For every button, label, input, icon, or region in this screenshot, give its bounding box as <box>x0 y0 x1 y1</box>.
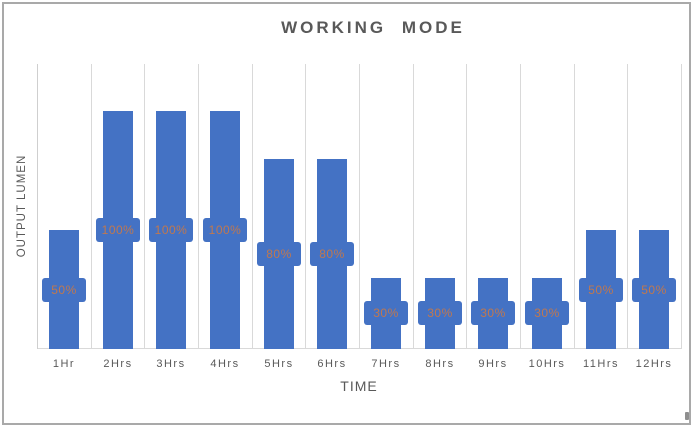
x-tick-label: 10Hrs <box>528 358 566 370</box>
chart-title: WORKING MODE <box>281 18 465 37</box>
bar-data-label: 50% <box>632 278 676 302</box>
y-axis-line <box>37 64 38 349</box>
y-axis-title: OUTPUT LUMEN <box>16 154 28 258</box>
x-tick-label: 9Hrs <box>478 358 508 370</box>
bar-data-label: 50% <box>579 278 623 302</box>
x-tick-label: 2Hrs <box>103 358 133 370</box>
x-tick-label: 3Hrs <box>156 358 186 370</box>
bar-data-label: 100% <box>149 218 193 242</box>
gridline <box>198 64 199 349</box>
resize-handle-artifact <box>685 412 689 420</box>
gridline <box>91 64 92 349</box>
bar-data-label: 100% <box>96 218 140 242</box>
x-tick-label: 8Hrs <box>425 358 455 370</box>
bar-data-label: 30% <box>471 301 515 325</box>
bar-data-label: 80% <box>310 242 354 266</box>
gridline <box>413 64 414 349</box>
gridline <box>574 64 575 349</box>
bar-data-label: 100% <box>203 218 247 242</box>
gridline <box>627 64 628 349</box>
plot-area: 50% 100% 100% 100% 80% 80% 30% 30% 30% 30% 50% 50% <box>37 64 682 349</box>
x-tick-label: 5Hrs <box>264 358 294 370</box>
gridline <box>305 64 306 349</box>
gridline <box>466 64 467 349</box>
bar-data-label: 30% <box>418 301 462 325</box>
x-tick-label: 1Hr <box>52 358 76 370</box>
bar-data-label: 30% <box>364 301 408 325</box>
x-tick-label: 7Hrs <box>371 358 401 370</box>
gridline <box>681 64 682 349</box>
bar-data-label: 50% <box>42 278 86 302</box>
x-tick-label: 6Hrs <box>317 358 347 370</box>
x-axis-title: TIME <box>340 378 378 394</box>
gridline <box>144 64 145 349</box>
bar-data-label: 80% <box>257 242 301 266</box>
gridline <box>359 64 360 349</box>
x-axis-tick-labels: 1Hr 2Hrs 3Hrs 4Hrs 5Hrs 6Hrs 7Hrs 8Hrs 9Hrs 10Hrs… <box>37 358 681 374</box>
bar-data-label: 30% <box>525 301 569 325</box>
gridline <box>520 64 521 349</box>
x-tick-label: 12Hrs <box>635 358 673 370</box>
x-tick-label: 11Hrs <box>582 358 620 370</box>
x-tick-label: 4Hrs <box>210 358 240 370</box>
gridline <box>252 64 253 349</box>
